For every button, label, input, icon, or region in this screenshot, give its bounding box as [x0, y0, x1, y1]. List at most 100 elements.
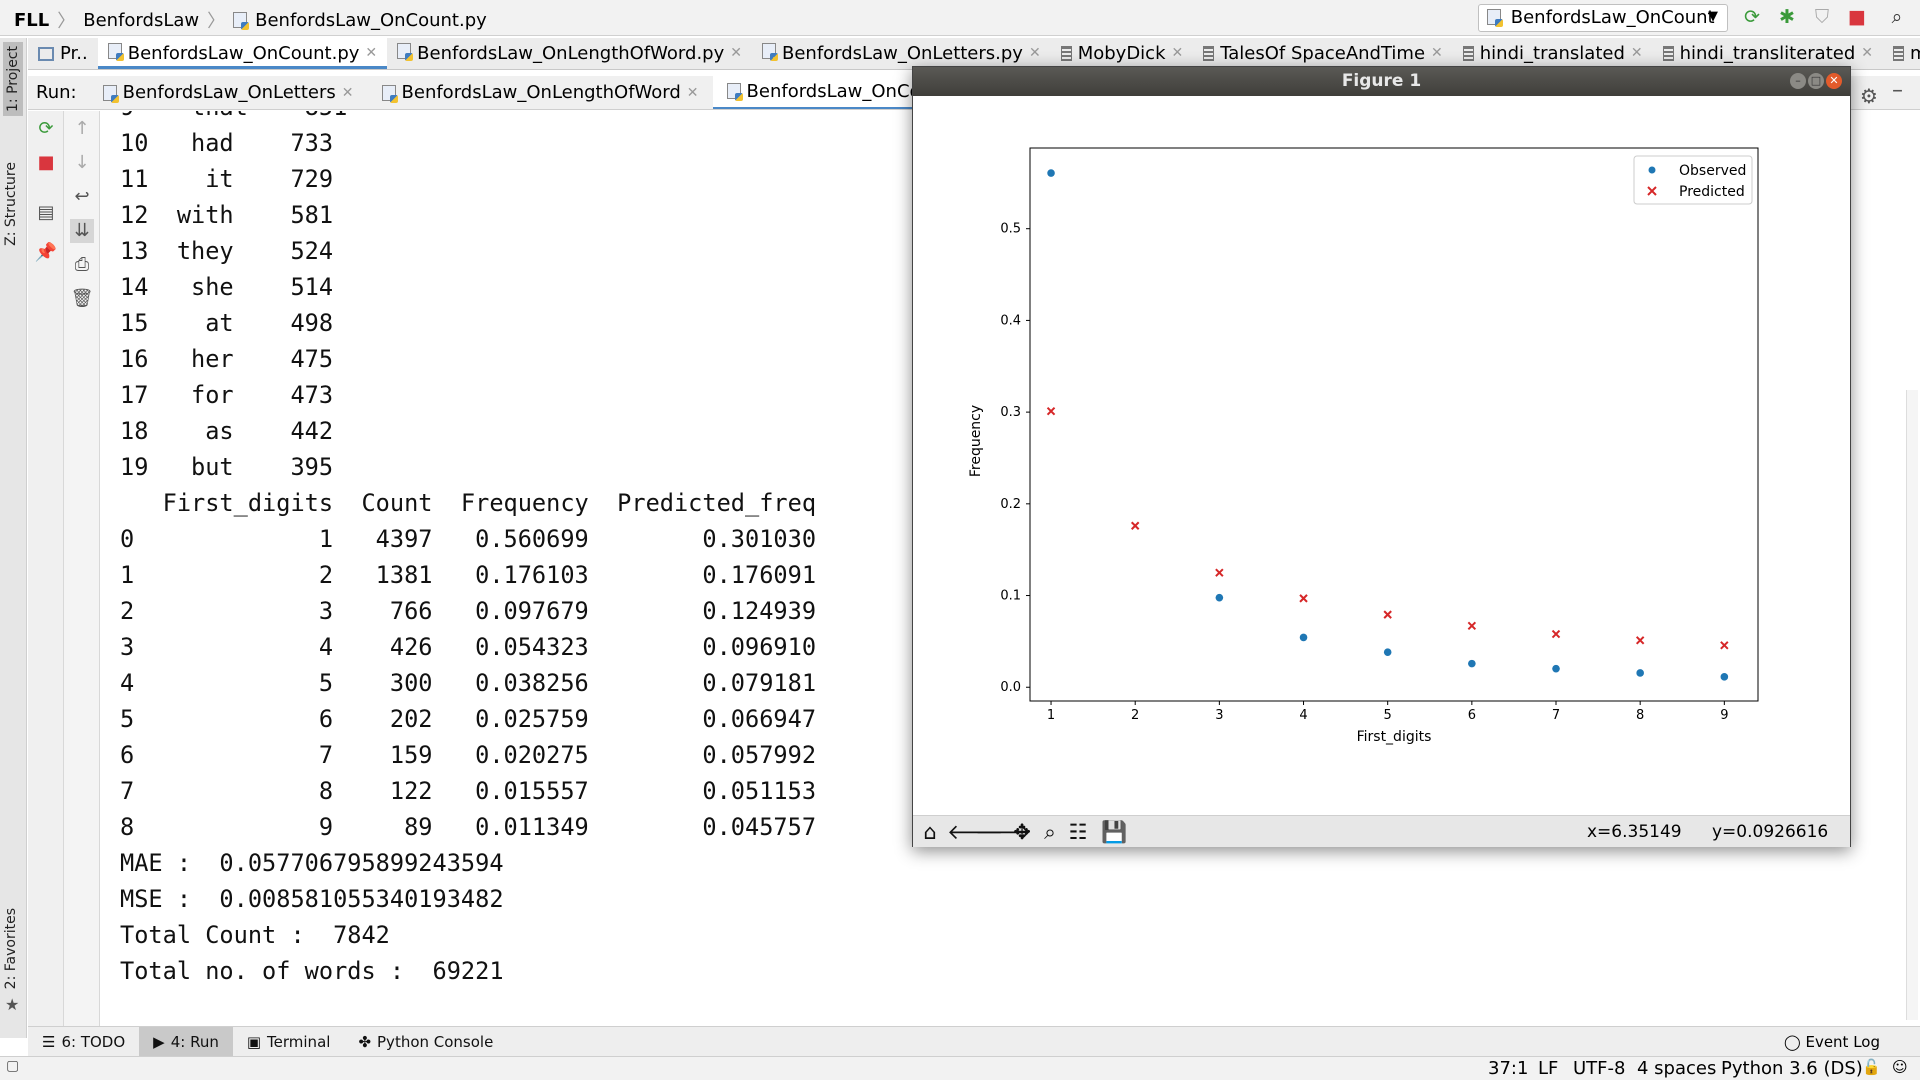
breadcrumb-folder[interactable]: BenfordsLaw	[83, 9, 200, 31]
tab-benfordslaw-onletters[interactable]: BenfordsLaw_OnLetters.py ✕	[752, 38, 1051, 69]
event-log-button[interactable]: ◯ Event Log	[1784, 1033, 1880, 1051]
close-icon[interactable]: ✕	[1861, 45, 1873, 61]
console-line: MAE : 0.057706795899243594	[120, 849, 504, 877]
pin-icon[interactable]: 📌	[34, 242, 58, 263]
tab-hindi-translated[interactable]: hindi_translated ✕	[1453, 38, 1653, 69]
tab-mobydick[interactable]: MobyDick ✕	[1051, 38, 1194, 69]
console-line: 13 they 524	[120, 237, 334, 265]
back-icon[interactable]: 🡐	[947, 820, 1004, 844]
line-separator[interactable]: LF	[1538, 1058, 1559, 1079]
figure-title[interactable]: Figure 1	[913, 67, 1850, 96]
console-scrollbar[interactable]	[1906, 390, 1918, 1020]
breadcrumb-project[interactable]: FLL	[14, 9, 50, 31]
tool-tab-structure[interactable]: Z: Structure	[3, 162, 19, 246]
observed-point	[1299, 633, 1308, 642]
console-line: 14 she 514	[120, 273, 334, 301]
indent-setting[interactable]: 4 spaces	[1637, 1058, 1717, 1079]
close-icon[interactable]: ✕	[1431, 45, 1443, 61]
tab-hindi-transliterated[interactable]: hindi_transliterated ✕	[1653, 38, 1883, 69]
configure-subplots-icon[interactable]: ☷	[1068, 820, 1088, 844]
panel-toggle-icon[interactable]: ▢	[6, 1058, 20, 1074]
chevron-down-icon: ▼	[1708, 9, 1718, 24]
predicted-point	[1720, 641, 1729, 650]
save-icon[interactable]: 💾	[1101, 820, 1128, 844]
x-tick-label: 8	[1636, 708, 1644, 723]
coverage-icon[interactable]: ⛉	[1814, 6, 1830, 28]
caret-position[interactable]: 37:1	[1488, 1058, 1529, 1079]
close-icon[interactable]: ✕	[730, 45, 742, 61]
pan-icon[interactable]: ✥	[1013, 820, 1031, 844]
tool-tab-todo[interactable]: ☰ 6: TODO	[28, 1027, 139, 1057]
tool-tab-run[interactable]: ▶ 4: Run	[139, 1026, 233, 1057]
forward-icon[interactable]: 🡒	[975, 820, 1032, 844]
tab-tales-of-space-and-time[interactable]: TalesOf SpaceAndTime ✕	[1193, 38, 1453, 69]
tool-tab-favorites[interactable]: 2: Favorites	[3, 908, 19, 990]
run-tab-onletters[interactable]: BenfordsLaw_OnLetters ✕	[89, 76, 368, 109]
close-icon[interactable]: ✕	[1630, 45, 1643, 61]
python-interpreter[interactable]: Python 3.6 (DS)	[1721, 1058, 1863, 1079]
tab-benfordslaw-oncount[interactable]: BenfordsLaw_OnCount.py ✕	[97, 38, 388, 69]
home-icon[interactable]: ⌂	[923, 820, 937, 844]
rerun-icon[interactable]: ⟳	[38, 118, 54, 139]
tab-benfordslaw-onlengthofword[interactable]: BenfordsLaw_OnLengthOfWord.py ✕	[387, 38, 752, 69]
y-tick-label: 0.3	[1000, 405, 1021, 420]
star-icon: ★	[5, 995, 20, 1014]
text-file-icon	[1892, 46, 1904, 61]
layout-icon[interactable]: ▤	[37, 202, 55, 223]
print-icon[interactable]: ⎙	[74, 254, 90, 275]
python-file-icon	[1487, 9, 1503, 27]
console-toolbar: ↑ ↓ ↩ ⇊ ⎙ 🗑	[64, 111, 100, 1026]
tool-tab-project[interactable]: 1: Project	[3, 42, 23, 116]
close-icon[interactable]: ✕	[1028, 45, 1041, 61]
list-icon: ☰	[42, 1032, 56, 1051]
tab-project[interactable]: Pr..	[28, 38, 98, 69]
python-file-icon	[726, 83, 743, 101]
y-tick-label: 0.0	[1000, 680, 1021, 695]
close-icon[interactable]: ✕	[686, 84, 699, 101]
arrow-up-icon[interactable]: ↑	[74, 118, 90, 139]
tool-tab-terminal[interactable]: ▣ Terminal	[233, 1027, 345, 1057]
gear-icon[interactable]: ⚙	[1860, 84, 1878, 108]
run-configuration-dropdown[interactable]: BenfordsLaw_OnCount ▼	[1478, 4, 1728, 32]
event-log-label: Event Log	[1805, 1033, 1880, 1051]
figure-canvas[interactable]: 1 2 3 4 5 6 7 8 9 0.0 0.1 0.2 0.3 0.4 0.5 First_digit…	[913, 96, 1850, 812]
debug-icon[interactable]: ✱	[1779, 6, 1795, 28]
breadcrumb-separator: 〉	[57, 11, 76, 32]
stop-icon[interactable]: ■	[37, 152, 55, 173]
console-line: 15 at 498	[120, 309, 334, 337]
x-axis-label: First_digits	[1357, 729, 1432, 745]
python-file-icon	[233, 12, 250, 30]
stop-icon[interactable]: ■	[1848, 6, 1866, 28]
predicted-point	[1130, 521, 1140, 530]
rerun-icon[interactable]: ⟳	[1744, 6, 1760, 28]
arrow-down-icon[interactable]: ↓	[74, 152, 90, 173]
close-icon[interactable]: ✕	[365, 45, 378, 61]
tool-tab-python-console[interactable]: ✤ Python Console	[344, 1027, 507, 1057]
y-tick-label: 0.1	[1000, 589, 1021, 604]
legend-predicted-label: Predicted	[1679, 184, 1745, 200]
scroll-to-end-icon[interactable]: ⇊	[70, 219, 94, 243]
predicted-point	[1299, 594, 1308, 603]
file-encoding[interactable]: UTF-8	[1573, 1058, 1626, 1079]
maximize-icon[interactable]: □	[1808, 73, 1824, 89]
tab-label: BenfordsLaw_OnCount.py	[127, 43, 360, 64]
inspector-icon[interactable]: ☺	[1892, 1058, 1908, 1076]
breadcrumb-separator: 〉	[207, 11, 226, 32]
tool-tab-label: 4: Run	[170, 1032, 219, 1051]
breadcrumb-file[interactable]: BenfordsLaw_OnCount.py	[255, 9, 487, 31]
minimize-icon[interactable]: –	[1790, 73, 1806, 89]
y-axis-label: Frequency	[968, 405, 984, 477]
observed-point	[1468, 659, 1476, 668]
trash-icon[interactable]: 🗑	[70, 288, 94, 309]
close-icon[interactable]: ✕	[341, 84, 354, 101]
close-icon[interactable]: ✕	[1171, 45, 1184, 61]
close-icon[interactable]: ✕	[1826, 73, 1842, 89]
tab-maha[interactable]: maha ⌄	[1883, 38, 1920, 69]
lock-icon[interactable]: 🔓	[1862, 1058, 1881, 1076]
console-line: Total Count : 7842	[120, 921, 390, 949]
soft-wrap-icon[interactable]: ↩	[74, 186, 90, 207]
run-tab-onlengthofword[interactable]: BenfordsLaw_OnLengthOfWord ✕	[368, 76, 713, 109]
minimize-icon[interactable]: –	[1892, 78, 1903, 103]
search-icon[interactable]: ⌕	[1891, 6, 1903, 28]
zoom-icon[interactable]: ⌕	[1044, 820, 1056, 844]
